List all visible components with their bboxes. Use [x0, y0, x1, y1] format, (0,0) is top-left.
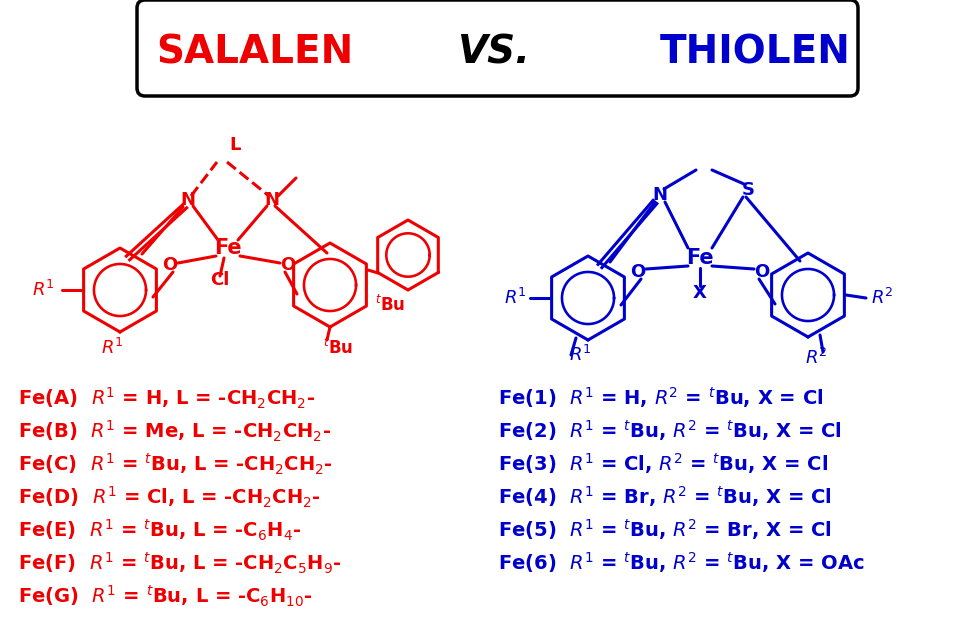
Text: $R^2$: $R^2$: [805, 348, 827, 368]
Text: Fe($\mathbf{F}$)  $R^1$ = $^t$Bu, L = -CH$_2$C$_5$H$_9$-: Fe($\mathbf{F}$) $R^1$ = $^t$Bu, L = -CH…: [18, 550, 341, 576]
Text: Fe($\mathbf{D}$)  $R^1$ = Cl, L = -CH$_2$CH$_2$-: Fe($\mathbf{D}$) $R^1$ = Cl, L = -CH$_2$…: [18, 484, 320, 509]
Text: $R^1$: $R^1$: [568, 345, 591, 365]
Text: N: N: [180, 191, 195, 209]
Text: Fe($\mathbf{E}$)  $R^1$ = $^t$Bu, L = -C$_6$H$_4$-: Fe($\mathbf{E}$) $R^1$ = $^t$Bu, L = -C$…: [18, 517, 301, 543]
Text: X: X: [693, 284, 707, 302]
FancyBboxPatch shape: [137, 0, 858, 96]
Text: O: O: [630, 263, 646, 281]
Text: N: N: [653, 186, 667, 204]
Text: S: S: [742, 181, 755, 199]
Text: Fe($\mathbf{1}$)  $R^1$ = H, $R^2$ = $^t$Bu, X = Cl: Fe($\mathbf{1}$) $R^1$ = H, $R^2$ = $^t$…: [498, 386, 823, 411]
Text: Fe($\mathbf{G}$)  $R^1$ = $^t$Bu, L = -C$_6$H$_{10}$-: Fe($\mathbf{G}$) $R^1$ = $^t$Bu, L = -C$…: [18, 583, 313, 609]
Text: Fe: Fe: [686, 248, 713, 268]
Text: N: N: [265, 191, 279, 209]
Text: $R^1$: $R^1$: [31, 280, 54, 300]
Text: Fe: Fe: [215, 238, 242, 258]
Text: $R^2$: $R^2$: [871, 288, 893, 308]
Text: THIOLEN: THIOLEN: [660, 33, 851, 71]
Text: O: O: [280, 256, 296, 274]
Text: Fe($\mathbf{C}$)  $R^1$ = $^t$Bu, L = -CH$_2$CH$_2$-: Fe($\mathbf{C}$) $R^1$ = $^t$Bu, L = -CH…: [18, 452, 333, 477]
Text: Fe($\mathbf{B}$)  $R^1$ = Me, L = -CH$_2$CH$_2$-: Fe($\mathbf{B}$) $R^1$ = Me, L = -CH$_2$…: [18, 418, 331, 443]
Text: $R^1$: $R^1$: [101, 338, 123, 358]
Text: Fe($\mathbf{4}$)  $R^1$ = Br, $R^2$ = $^t$Bu, X = Cl: Fe($\mathbf{4}$) $R^1$ = Br, $R^2$ = $^t…: [498, 485, 831, 509]
Text: VS.: VS.: [457, 33, 529, 71]
Text: Cl: Cl: [211, 271, 229, 289]
Text: Fe($\mathbf{2}$)  $R^1$ = $^t$Bu, $R^2$ = $^t$Bu, X = Cl: Fe($\mathbf{2}$) $R^1$ = $^t$Bu, $R^2$ =…: [498, 418, 842, 443]
Text: $^t$Bu: $^t$Bu: [375, 295, 405, 315]
Text: O: O: [163, 256, 177, 274]
Text: Fe($\mathbf{3}$)  $R^1$ = Cl, $R^2$ = $^t$Bu, X = Cl: Fe($\mathbf{3}$) $R^1$ = Cl, $R^2$ = $^t…: [498, 452, 828, 477]
Text: Fe($\mathbf{A}$)  $R^1$ = H, L = -CH$_2$CH$_2$-: Fe($\mathbf{A}$) $R^1$ = H, L = -CH$_2$C…: [18, 386, 316, 411]
Text: $R^1$: $R^1$: [504, 288, 526, 308]
Text: L: L: [229, 136, 241, 154]
Text: $^t$Bu: $^t$Bu: [322, 338, 353, 358]
Text: Fe($\mathbf{6}$)  $R^1$ = $^t$Bu, $R^2$ = $^t$Bu, X = OAc: Fe($\mathbf{6}$) $R^1$ = $^t$Bu, $R^2$ =…: [498, 551, 864, 575]
Text: Fe($\mathbf{5}$)  $R^1$ = $^t$Bu, $R^2$ = Br, X = Cl: Fe($\mathbf{5}$) $R^1$ = $^t$Bu, $R^2$ =…: [498, 517, 831, 543]
Text: SALALEN: SALALEN: [157, 33, 354, 71]
Text: O: O: [755, 263, 769, 281]
